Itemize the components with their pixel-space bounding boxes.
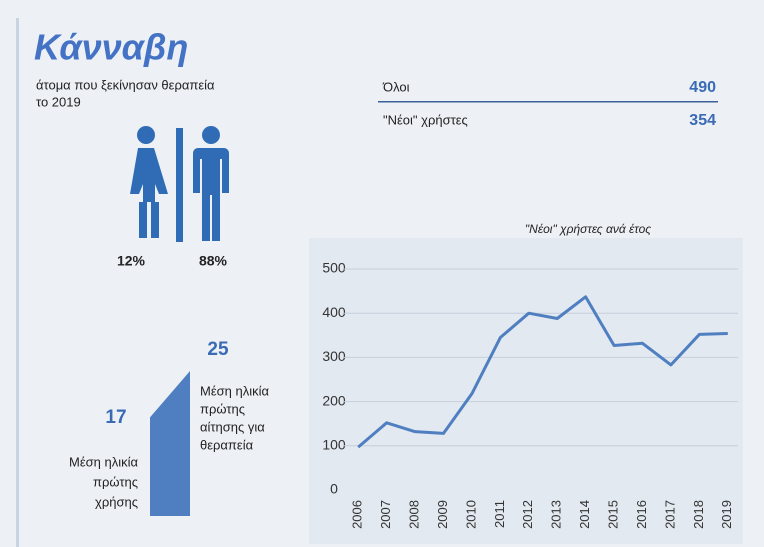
table-rule bbox=[378, 101, 718, 103]
female-icon bbox=[130, 126, 168, 238]
divider bbox=[176, 128, 183, 242]
y-tick-label: 0 bbox=[330, 481, 338, 497]
y-tick-label: 500 bbox=[322, 260, 346, 276]
x-tick-label: 2011 bbox=[492, 500, 507, 528]
left-rule bbox=[16, 18, 19, 547]
subtitle: το 2019 bbox=[36, 94, 81, 109]
age-label: Μέση ηλικία bbox=[200, 383, 269, 398]
age-label: πρώτης bbox=[93, 474, 138, 489]
table-value: 490 bbox=[689, 79, 716, 96]
x-tick-label: 2010 bbox=[463, 500, 478, 529]
x-tick-label: 2019 bbox=[719, 500, 734, 529]
subtitle: άτομα που ξεκίνησαν θεραπεία bbox=[36, 77, 215, 92]
age-label: Μέση ηλικία bbox=[69, 454, 138, 469]
male-icon bbox=[193, 126, 229, 241]
x-tick-label: 2013 bbox=[549, 500, 564, 529]
age-label: χρήσης bbox=[95, 494, 138, 509]
x-tick-label: 2007 bbox=[378, 500, 393, 529]
chart-title: "Νέοι" χρήστες ανά έτος bbox=[525, 222, 651, 236]
age-label: θεραπεία bbox=[200, 437, 254, 452]
x-tick-label: 2006 bbox=[350, 500, 365, 529]
y-tick-label: 100 bbox=[322, 437, 346, 453]
chart-panel bbox=[309, 238, 743, 544]
age-label: πρώτης bbox=[200, 401, 245, 416]
x-tick-label: 2014 bbox=[577, 500, 592, 529]
age-value: 25 bbox=[207, 339, 229, 360]
age-label: αίτησης για bbox=[200, 419, 265, 434]
y-tick-label: 200 bbox=[322, 392, 346, 408]
title: Κάνναβη bbox=[34, 27, 188, 68]
data-line bbox=[357, 295, 728, 449]
x-tick-label: 2012 bbox=[520, 500, 535, 529]
x-tick-label: 2015 bbox=[606, 500, 621, 529]
x-tick-label: 2017 bbox=[662, 500, 677, 529]
y-tick-label: 300 bbox=[322, 348, 346, 364]
x-tick-label: 2008 bbox=[407, 500, 422, 529]
x-tick-label: 2016 bbox=[634, 500, 649, 529]
male-share: 88% bbox=[199, 253, 228, 269]
age-shape bbox=[150, 371, 190, 516]
female-share: 12% bbox=[117, 253, 146, 269]
table-label: Όλοι bbox=[382, 79, 410, 94]
age-value: 17 bbox=[105, 407, 126, 428]
table-label: "Νέοι" χρήστες bbox=[383, 112, 468, 127]
y-tick-label: 400 bbox=[322, 304, 346, 320]
x-tick-label: 2018 bbox=[691, 500, 706, 529]
table-value: 354 bbox=[689, 112, 716, 129]
x-tick-label: 2009 bbox=[435, 500, 450, 529]
